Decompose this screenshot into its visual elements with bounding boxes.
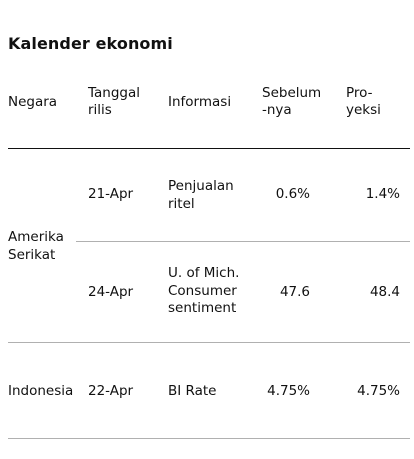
previous-cell: 0.6% [275, 186, 310, 202]
info-cell: BI Rate [168, 383, 217, 399]
date-cell: 21-Apr [88, 186, 134, 202]
previous-cell: 4.75% [267, 383, 310, 399]
forecast-cell: 4.75% [357, 383, 400, 399]
forecast-cell: 1.4% [365, 186, 400, 202]
forecast-cell: 48.4 [369, 284, 400, 300]
page-title: Kalender ekonomi [8, 34, 173, 53]
info-cell: U. of Mich. Consumer sentiment [168, 265, 240, 316]
country-cell: Amerika Serikat [8, 229, 64, 263]
header-release-date: Tanggal rilis [88, 85, 141, 118]
info-cell: Penjualan ritel [168, 178, 234, 212]
header-previous: Sebelum -nya [262, 85, 322, 118]
group-divider [8, 342, 410, 343]
date-cell: 22-Apr [88, 383, 134, 399]
header-country: Negara [8, 94, 58, 110]
header-forecast: Pro- yeksi [346, 85, 381, 118]
row-divider [76, 241, 410, 242]
table-bottom-divider [8, 438, 410, 439]
header-divider [8, 148, 410, 149]
date-cell: 24-Apr [88, 284, 134, 300]
country-cell: Indonesia [8, 383, 74, 399]
header-info: Informasi [168, 94, 232, 110]
previous-cell: 47.6 [279, 284, 310, 300]
